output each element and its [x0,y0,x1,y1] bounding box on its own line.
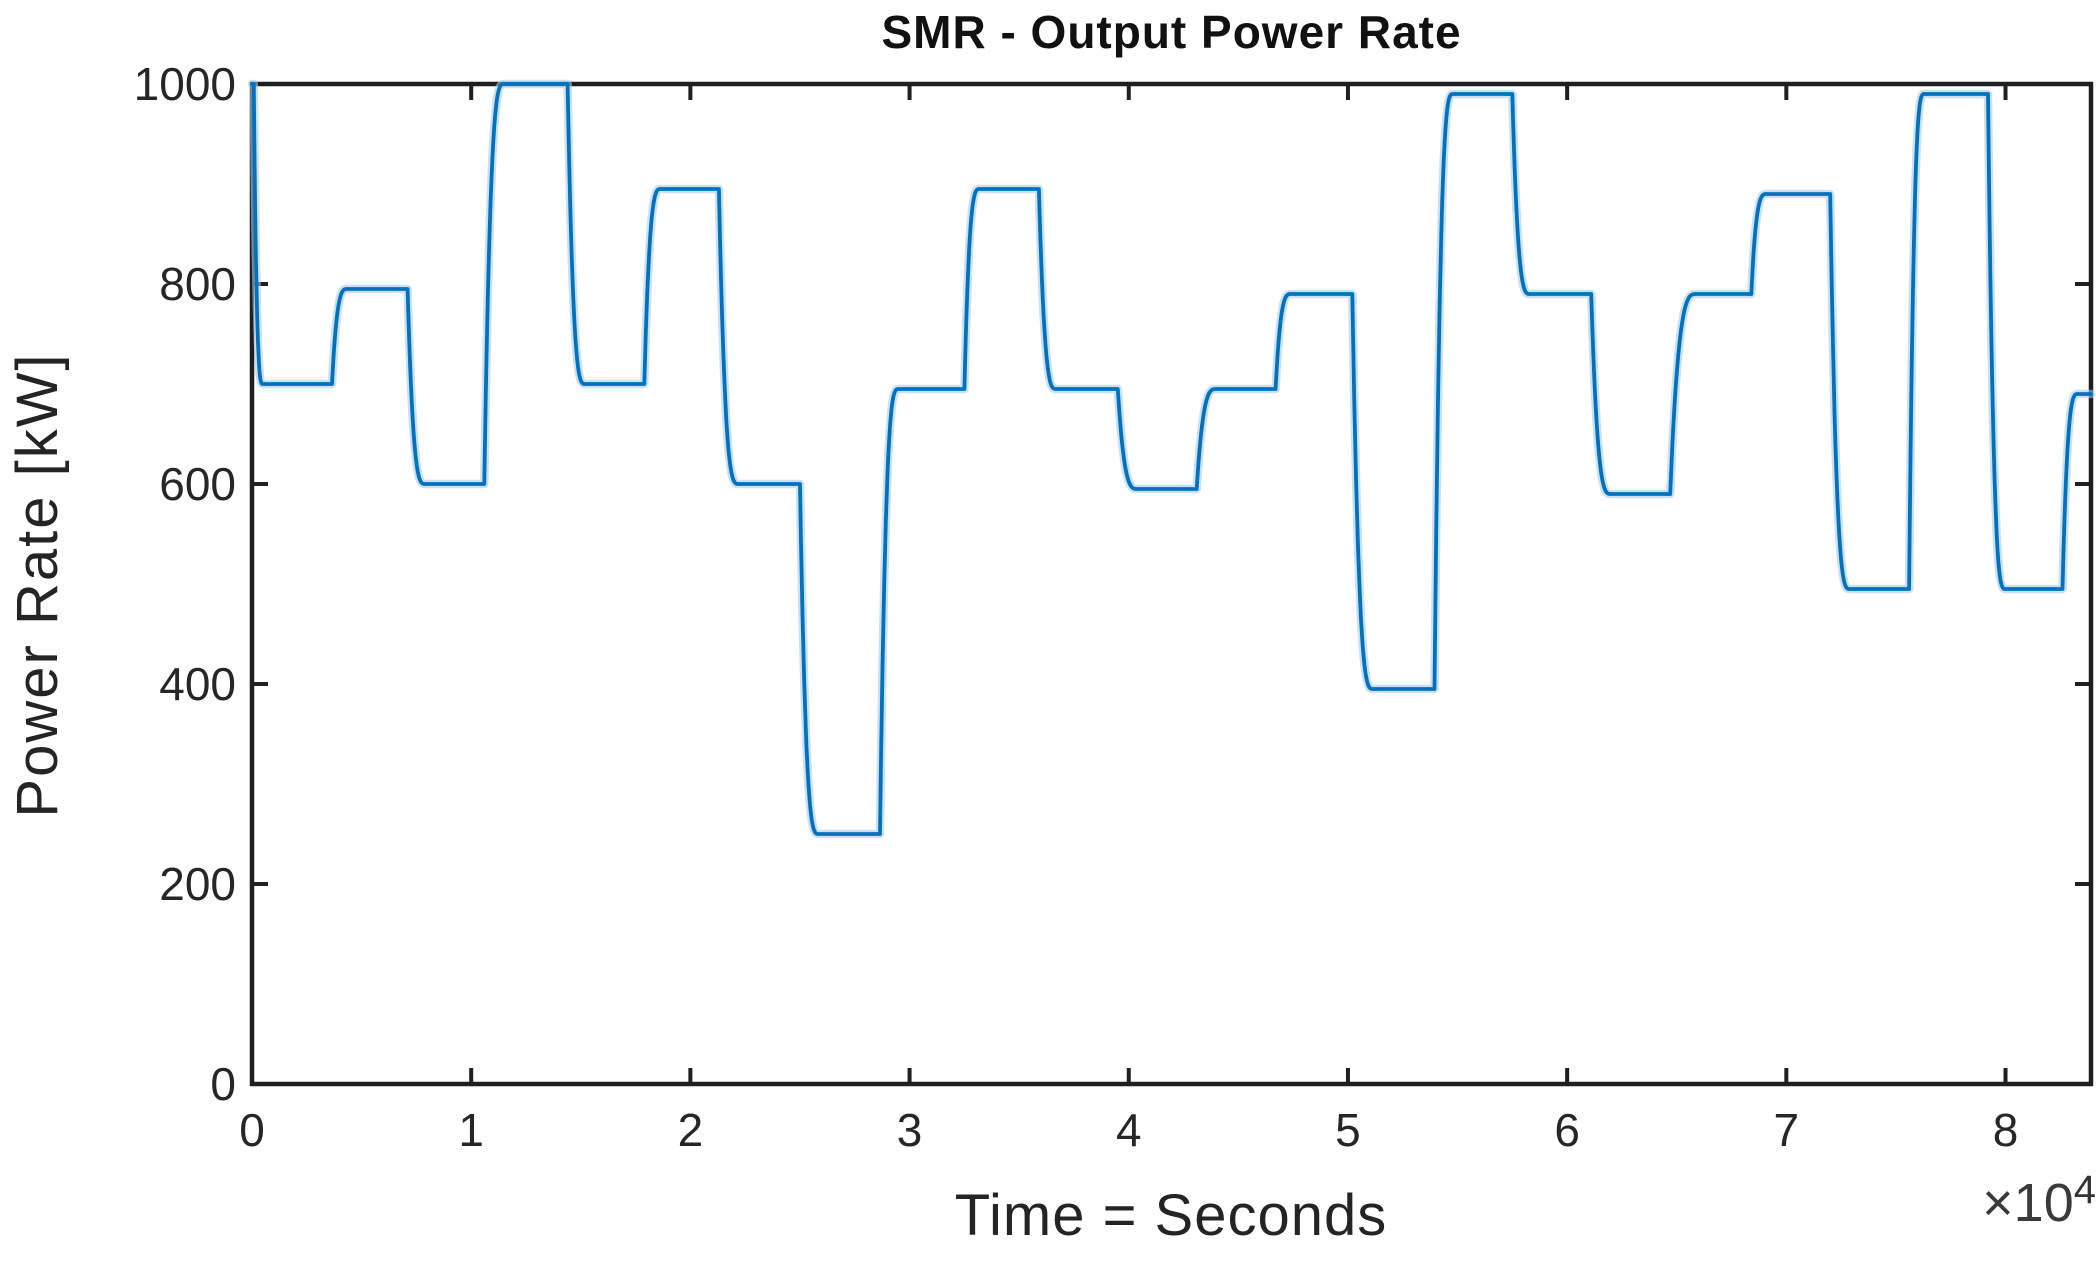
x-axis-label: Time = Seconds [954,1183,1388,1248]
y-tick-label: 0 [210,1058,236,1110]
x-tick-label: 3 [897,1104,923,1156]
y-tick-label: 200 [159,858,236,910]
x-tick-label: 5 [1335,1104,1361,1156]
power-curve [250,82,2093,836]
y-tick-label: 800 [159,258,236,310]
x-tick-label: 4 [1116,1104,1142,1156]
x-tick-label: 6 [1554,1104,1580,1156]
power-curve-halo [247,79,2096,839]
y-tick-label: 600 [159,458,236,510]
power-curve-group [247,79,2096,839]
y-axis-label: Power Rate [kW] [5,352,70,818]
y-tick-labels: 0 200 400 600 800 1000 [134,58,236,1110]
x-axis-multiplier-label: ×104 [1940,1168,2096,1234]
multiplier-exponent-text: 4 [2073,1168,2096,1212]
multiplier-base-text: ×10 [1982,1173,2074,1233]
x-tick-label: 0 [239,1104,265,1156]
x-tick-label: 8 [1993,1104,2019,1156]
axis-box [249,81,2094,1087]
y-tick-label: 400 [159,658,236,710]
x-tick-labels: 0 1 2 3 4 5 6 7 8 [239,1104,2018,1156]
y-tick-label: 1000 [134,58,236,110]
axis-ticks [250,82,2091,1086]
x-tick-label: 7 [1774,1104,1800,1156]
x-tick-label: 1 [458,1104,484,1156]
x-tick-label: 2 [678,1104,704,1156]
chart-title: SMR - Output Power Rate [881,6,1462,58]
